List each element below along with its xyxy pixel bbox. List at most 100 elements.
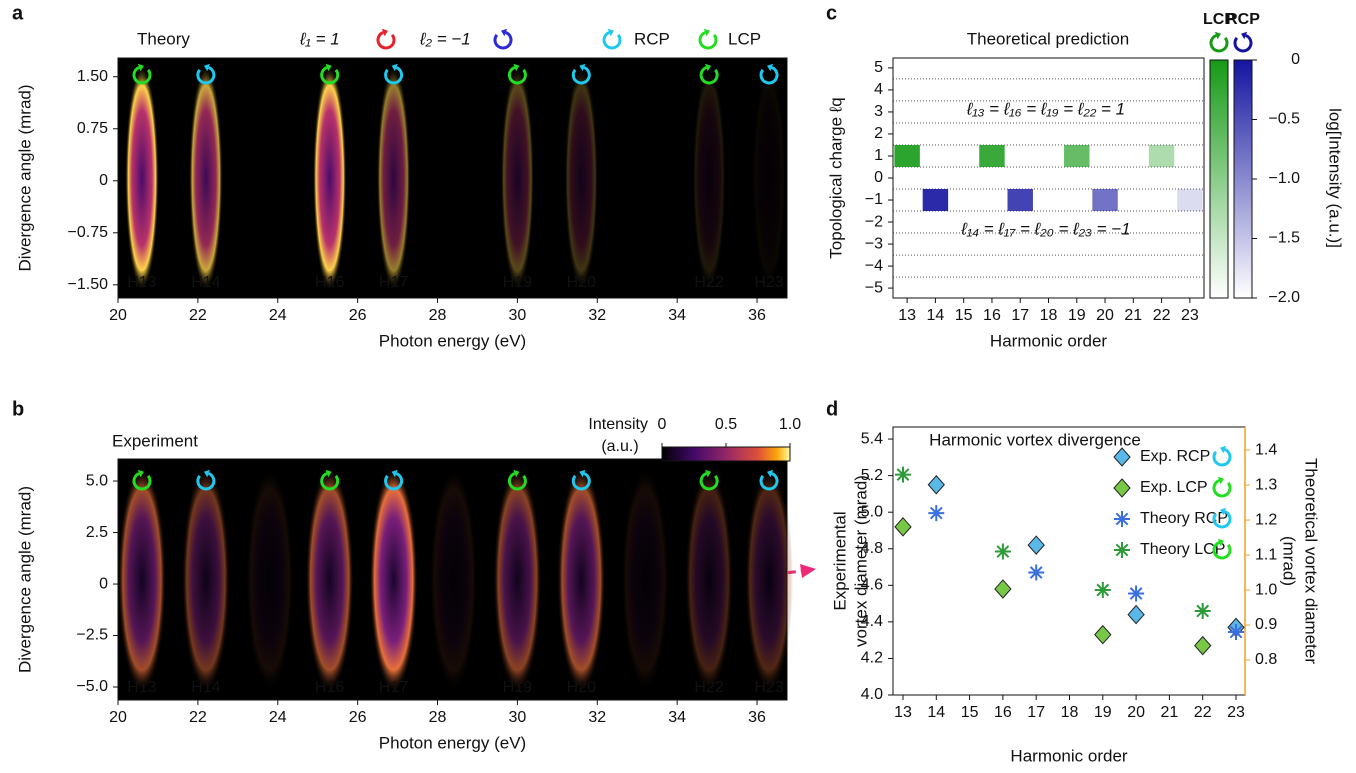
- harmonic-label: H17: [379, 274, 408, 291]
- icon-arc: [384, 472, 404, 491]
- icon-head: [703, 28, 710, 37]
- polarization-icon: [132, 63, 152, 85]
- polarization-icon: [320, 469, 340, 491]
- icon-head: [579, 469, 586, 478]
- panel-letter: a: [12, 2, 24, 24]
- x-tick-label: 23: [1181, 307, 1199, 324]
- legend-label: ℓ₁ = 1: [299, 29, 340, 48]
- icon-arc: [1212, 510, 1232, 529]
- harmonic-label: H13: [127, 274, 156, 291]
- polarization-icon: [196, 63, 216, 85]
- icon-arc: [132, 472, 152, 491]
- icon-head: [203, 469, 210, 478]
- x-tick-label: 21: [1124, 307, 1142, 324]
- diamond-marker: [894, 517, 912, 537]
- x-tick-label: 15: [961, 704, 979, 721]
- x-tick-label: 32: [588, 307, 606, 324]
- x-tick-label: 24: [269, 709, 287, 726]
- x-tick-label: 20: [1096, 307, 1114, 324]
- icon-arc: [507, 66, 527, 85]
- plot-frame: [117, 57, 788, 299]
- y-tick-label: −5: [865, 279, 883, 296]
- icon-arc: [759, 472, 779, 491]
- annotation: ℓ₁₃ = ℓ₁₆ = ℓ₁₉ = ℓ₂₂ = 1: [966, 99, 1125, 118]
- polarization-icon: [376, 28, 396, 50]
- x-tick-label: 22: [1153, 307, 1171, 324]
- colorbar-tick-label: −1.0: [1268, 170, 1300, 187]
- y-tick-label: 4.2: [861, 650, 883, 667]
- plot-frame: [117, 458, 788, 701]
- y-tick-label: 0: [874, 169, 883, 186]
- panel-title: Theory: [137, 29, 190, 48]
- y-tick-label: 0: [99, 172, 108, 189]
- icon-head: [767, 469, 774, 478]
- x-tick-label: 34: [668, 709, 686, 726]
- y-tick-label: −5.0: [76, 678, 108, 695]
- icon-head: [137, 469, 144, 478]
- harmonic-label: H14: [191, 679, 220, 696]
- x-axis-label: Harmonic order: [1010, 746, 1127, 765]
- icon-head: [1214, 31, 1221, 40]
- y2-axis-label: Theoretical vortex diameter: [1302, 458, 1321, 664]
- x-tick-label: 14: [927, 307, 945, 324]
- icon-head: [767, 63, 774, 72]
- y-tick-label: −1.50: [68, 276, 109, 293]
- polarization-icon: [1212, 476, 1232, 498]
- diamond-marker: [1113, 478, 1131, 498]
- icon-arc: [1212, 448, 1232, 467]
- y-tick-label: 1: [874, 147, 883, 164]
- colorbar-label: (a.u.): [601, 438, 638, 455]
- colorbar: [1209, 59, 1229, 299]
- diamond-marker: [1127, 604, 1145, 625]
- icon-head: [1220, 445, 1227, 454]
- harmonic-label: H20: [567, 679, 596, 696]
- y-tick-label: 2: [874, 125, 883, 142]
- harmonic: [564, 65, 599, 291]
- panel-letter: d: [826, 398, 838, 420]
- y-tick-label: −1: [865, 191, 883, 208]
- diamond-marker: [927, 475, 945, 495]
- harmonic: [557, 466, 606, 693]
- star-marker: [894, 466, 911, 483]
- y-tick-label: 5.2: [861, 467, 883, 484]
- icon-head: [513, 63, 520, 72]
- icon-arc: [571, 472, 591, 491]
- colorbar-tick-label: −0.5: [1268, 111, 1300, 128]
- y-tick-label: 4.4: [861, 613, 883, 630]
- icon-head: [1241, 31, 1248, 40]
- harmonic: [745, 466, 793, 693]
- icon-arc: [196, 472, 216, 491]
- harmonic: [125, 65, 159, 291]
- y-tick-label: −4: [865, 257, 883, 274]
- y-tick-label: 5: [874, 59, 883, 76]
- panel-title: Theoretical prediction: [967, 29, 1130, 48]
- polarization-icon: [759, 469, 779, 491]
- polarization-icon: [759, 63, 779, 85]
- polarization-icon: [1209, 31, 1229, 53]
- charge-cell: [1177, 189, 1203, 212]
- icon-head: [501, 28, 508, 37]
- harmonic-label: H19: [503, 679, 532, 696]
- harmonic: [312, 65, 347, 291]
- x-tick-label: 13: [898, 307, 916, 324]
- colorbar: [1233, 59, 1253, 299]
- y-tick-label: 1.4: [1255, 441, 1277, 458]
- x-tick-label: 30: [509, 307, 527, 324]
- annotation: ℓ₁₄ = ℓ₁₇ = ℓ₂₀ = ℓ₂₃ = −1: [960, 219, 1130, 238]
- x-tick-label: 34: [668, 307, 686, 324]
- icon-head: [325, 469, 332, 478]
- x-tick-label: 26: [349, 709, 367, 726]
- charge-cell: [1148, 144, 1175, 167]
- x-tick-label: 20: [109, 307, 127, 324]
- x-tick-label: 22: [189, 307, 207, 324]
- x-tick-label: 20: [1127, 704, 1145, 721]
- y-tick-label: 5.4: [861, 430, 883, 447]
- x-tick-label: 14: [927, 704, 945, 721]
- y-tick-label: −0.75: [68, 224, 109, 241]
- colorbar-tick-label: 0.5: [715, 416, 737, 433]
- x-tick-label: 32: [588, 709, 606, 726]
- y-axis-label: Divergence angle (mrad): [15, 84, 34, 271]
- polarization-icon: [507, 63, 527, 85]
- harmonic-label: H23: [754, 274, 783, 291]
